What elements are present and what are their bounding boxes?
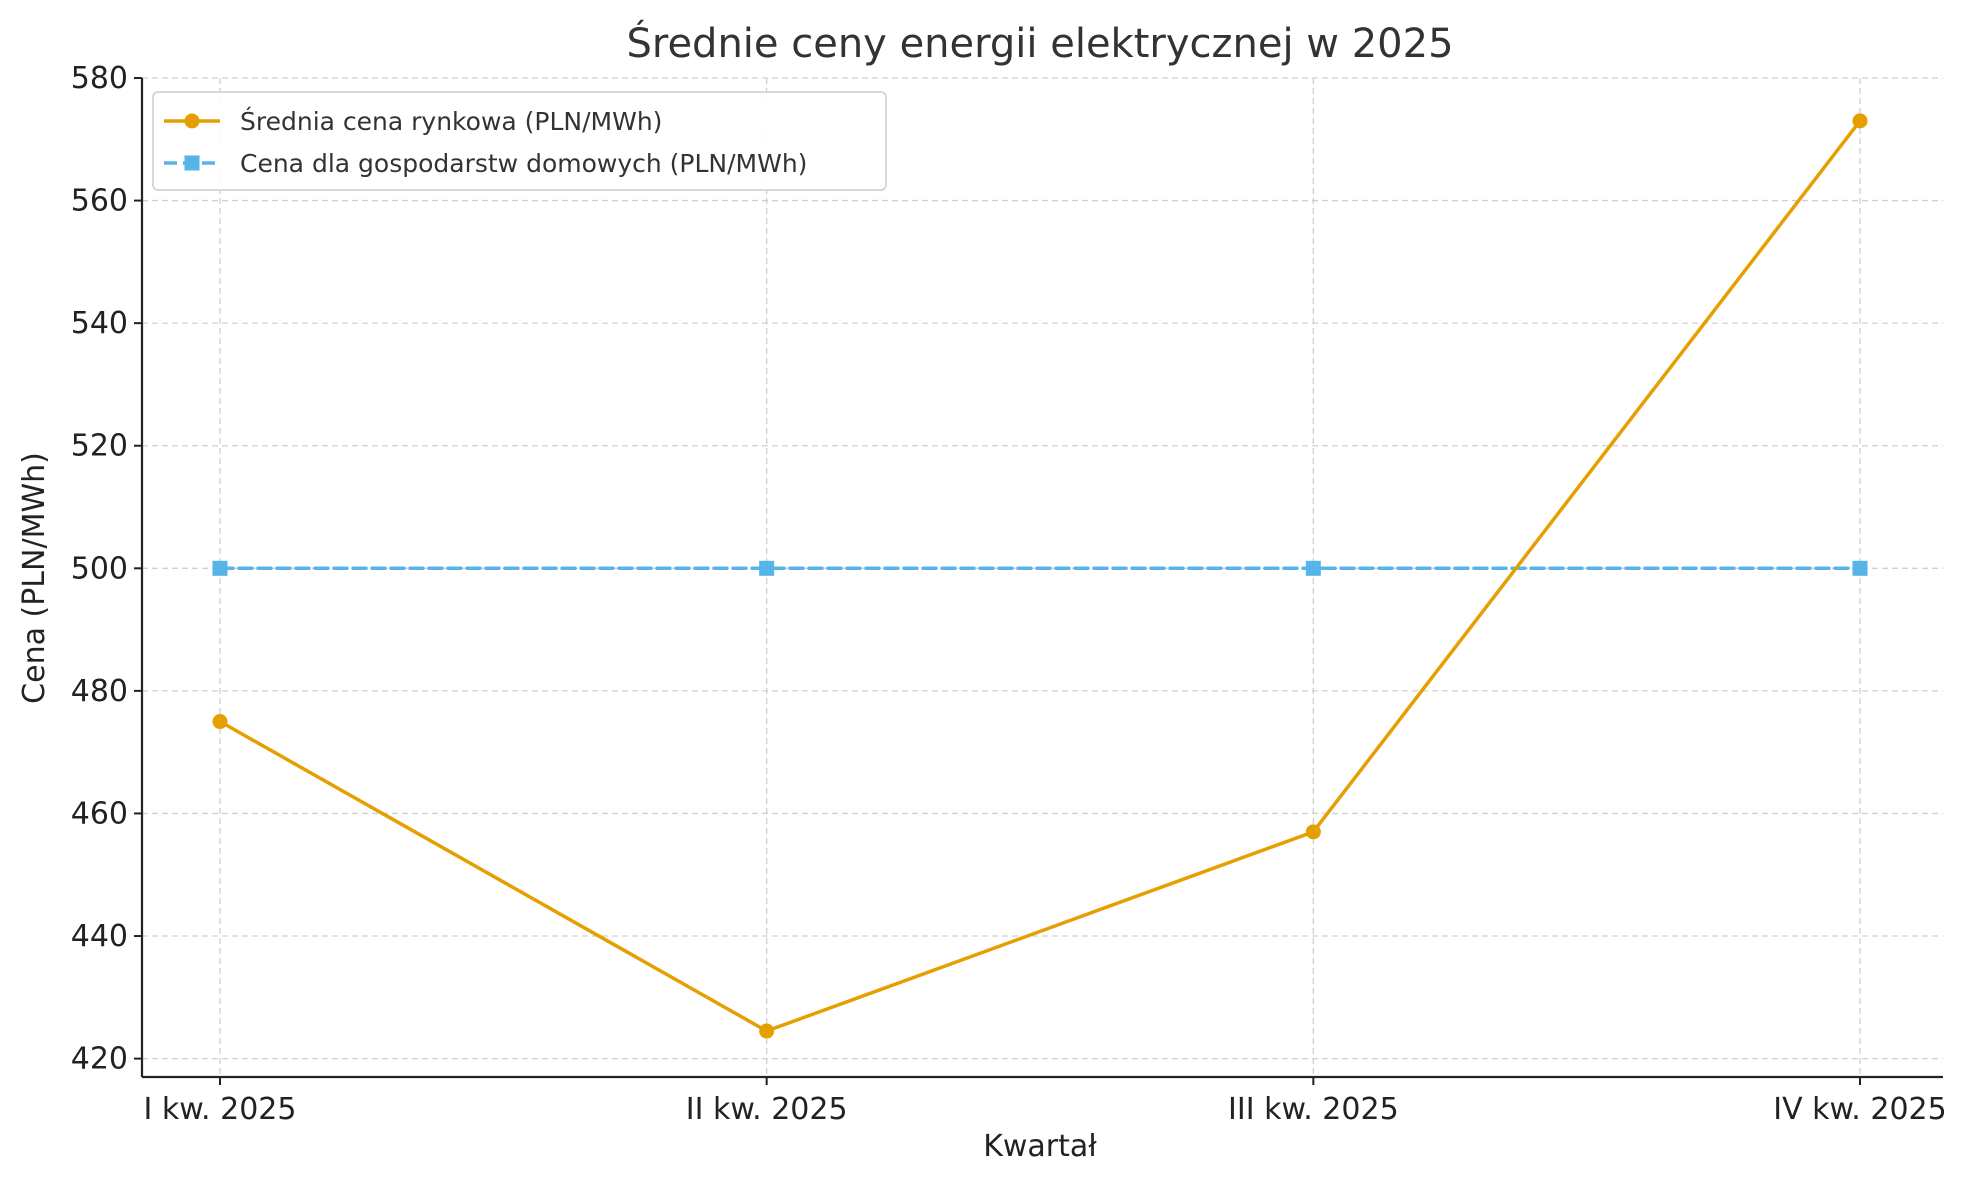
- legend-label: Cena dla gospodarstw domowych (PLN/MWh): [240, 149, 807, 178]
- legend-box: [152, 91, 887, 191]
- legend-marker-square: [184, 155, 200, 171]
- data-point-circle: [1852, 113, 1868, 129]
- y-tick-label: 560: [71, 184, 128, 219]
- grid: [142, 77, 1943, 1077]
- data-point-square: [1852, 560, 1868, 576]
- y-tick-label: 540: [71, 306, 128, 341]
- data-point-circle: [759, 1023, 775, 1039]
- legend-item: Cena dla gospodarstw domowych (PLN/MWh): [164, 149, 807, 178]
- series-group: [212, 113, 1868, 1039]
- series-2: [212, 560, 1868, 576]
- legend-item: Średnia cena rynkowa (PLN/MWh): [164, 106, 662, 136]
- series-1: [212, 113, 1868, 1039]
- series-line: [218, 119, 1862, 1033]
- data-point-square: [1305, 560, 1321, 576]
- legend-marker-circle: [184, 113, 200, 129]
- y-tick-label: 480: [71, 674, 128, 709]
- data-point-circle: [212, 714, 228, 730]
- data-point-square: [759, 560, 775, 576]
- legend-label: Średnia cena rynkowa (PLN/MWh): [240, 106, 662, 136]
- x-tick-label: I kw. 2025: [144, 1092, 297, 1127]
- y-tick-label: 500: [71, 551, 128, 586]
- legend: Średnia cena rynkowa (PLN/MWh) Cena dla g…: [152, 91, 887, 191]
- x-axis-ticks: I kw. 2025 II kw. 2025 III kw. 2025 IV kw. …: [144, 1077, 1947, 1127]
- chart-title: Średnie ceny energii elektrycznej w 2025: [626, 19, 1453, 67]
- data-point-square: [212, 560, 228, 576]
- y-tick-label: 460: [71, 796, 128, 831]
- y-axis-label: Cena (PLN/MWh): [17, 452, 52, 704]
- y-tick-label: 440: [71, 919, 128, 954]
- y-tick-label: 420: [71, 1042, 128, 1077]
- x-tick-label: II kw. 2025: [686, 1092, 848, 1127]
- x-axis-label: Kwartał: [983, 1129, 1097, 1164]
- y-tick-label: 580: [71, 61, 128, 96]
- data-point-circle: [1305, 824, 1321, 840]
- y-axis-ticks: 420 440 460 480 500 520 540 560 580: [71, 61, 142, 1077]
- y-tick-label: 520: [71, 429, 128, 464]
- x-tick-label: III kw. 2025: [1228, 1092, 1399, 1127]
- x-tick-label: IV kw. 2025: [1773, 1092, 1946, 1127]
- legend-items: Średnia cena rynkowa (PLN/MWh) Cena dla g…: [164, 106, 807, 178]
